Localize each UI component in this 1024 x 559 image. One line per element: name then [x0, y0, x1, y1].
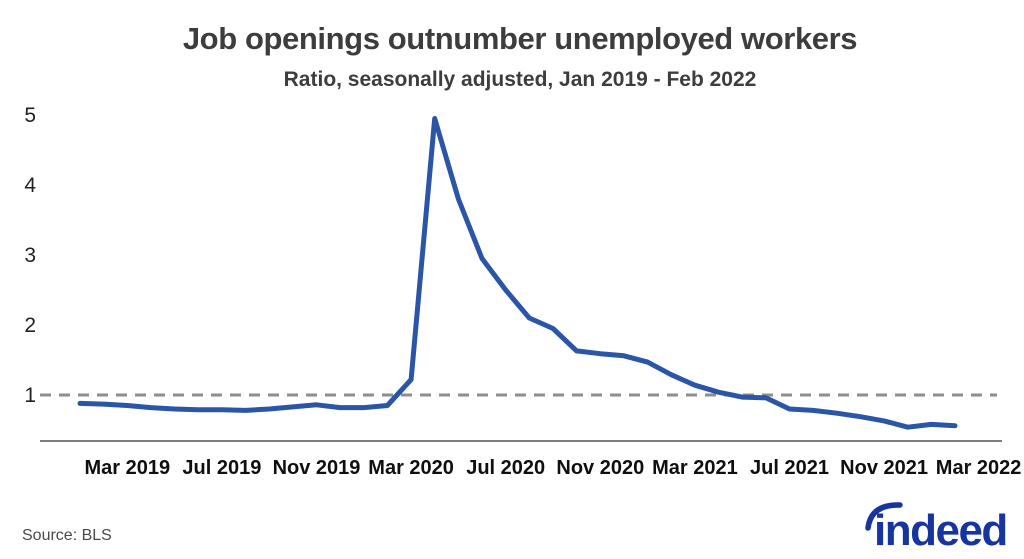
ratio-line-series: [77, 116, 958, 430]
y-axis-tick-labels: 1 2 3 4 5: [24, 104, 36, 407]
x-tick-label: Mar 2019: [84, 457, 170, 479]
x-axis-tick-labels: Mar 2019 Jul 2019 Nov 2019 Mar 2020 Jul 2020…: [84, 457, 1021, 479]
chart-header: Job openings outnumber unemployed worker…: [40, 21, 1000, 92]
x-tick-label: Mar 2021: [652, 457, 738, 479]
y-tick-label: 5: [24, 104, 36, 127]
y-tick-label: 1: [24, 384, 36, 407]
chart-title: Job openings outnumber unemployed worker…: [182, 21, 858, 56]
x-tick-label: Nov 2021: [840, 457, 928, 479]
indeed-logo-swoosh-icon: [865, 502, 903, 531]
x-tick-label: Jul 2021: [750, 457, 829, 479]
indeed-logo: indeed: [865, 502, 1008, 553]
line-chart-plot-area: 1 2 3 4 5 Mar 2019 Jul 2019 Nov 2019 Mar 2020 Ju…: [24, 104, 1021, 479]
x-tick-label: Jul 2020: [466, 457, 545, 479]
indeed-logo-text: indeed: [874, 506, 1007, 553]
y-tick-label: 2: [24, 314, 36, 337]
x-tick-label: Nov 2019: [273, 457, 361, 479]
x-tick-label: Mar 2020: [368, 457, 454, 479]
y-tick-label: 4: [24, 174, 36, 197]
y-tick-label: 3: [24, 244, 36, 267]
x-tick-label: Mar 2022: [936, 457, 1022, 479]
x-tick-label: Jul 2019: [182, 457, 261, 479]
chart-subtitle: Ratio, seasonally adjusted, Jan 2019 - F…: [283, 67, 757, 91]
x-tick-label: Nov 2020: [556, 457, 644, 479]
source-note: Source: BLS: [22, 527, 112, 544]
